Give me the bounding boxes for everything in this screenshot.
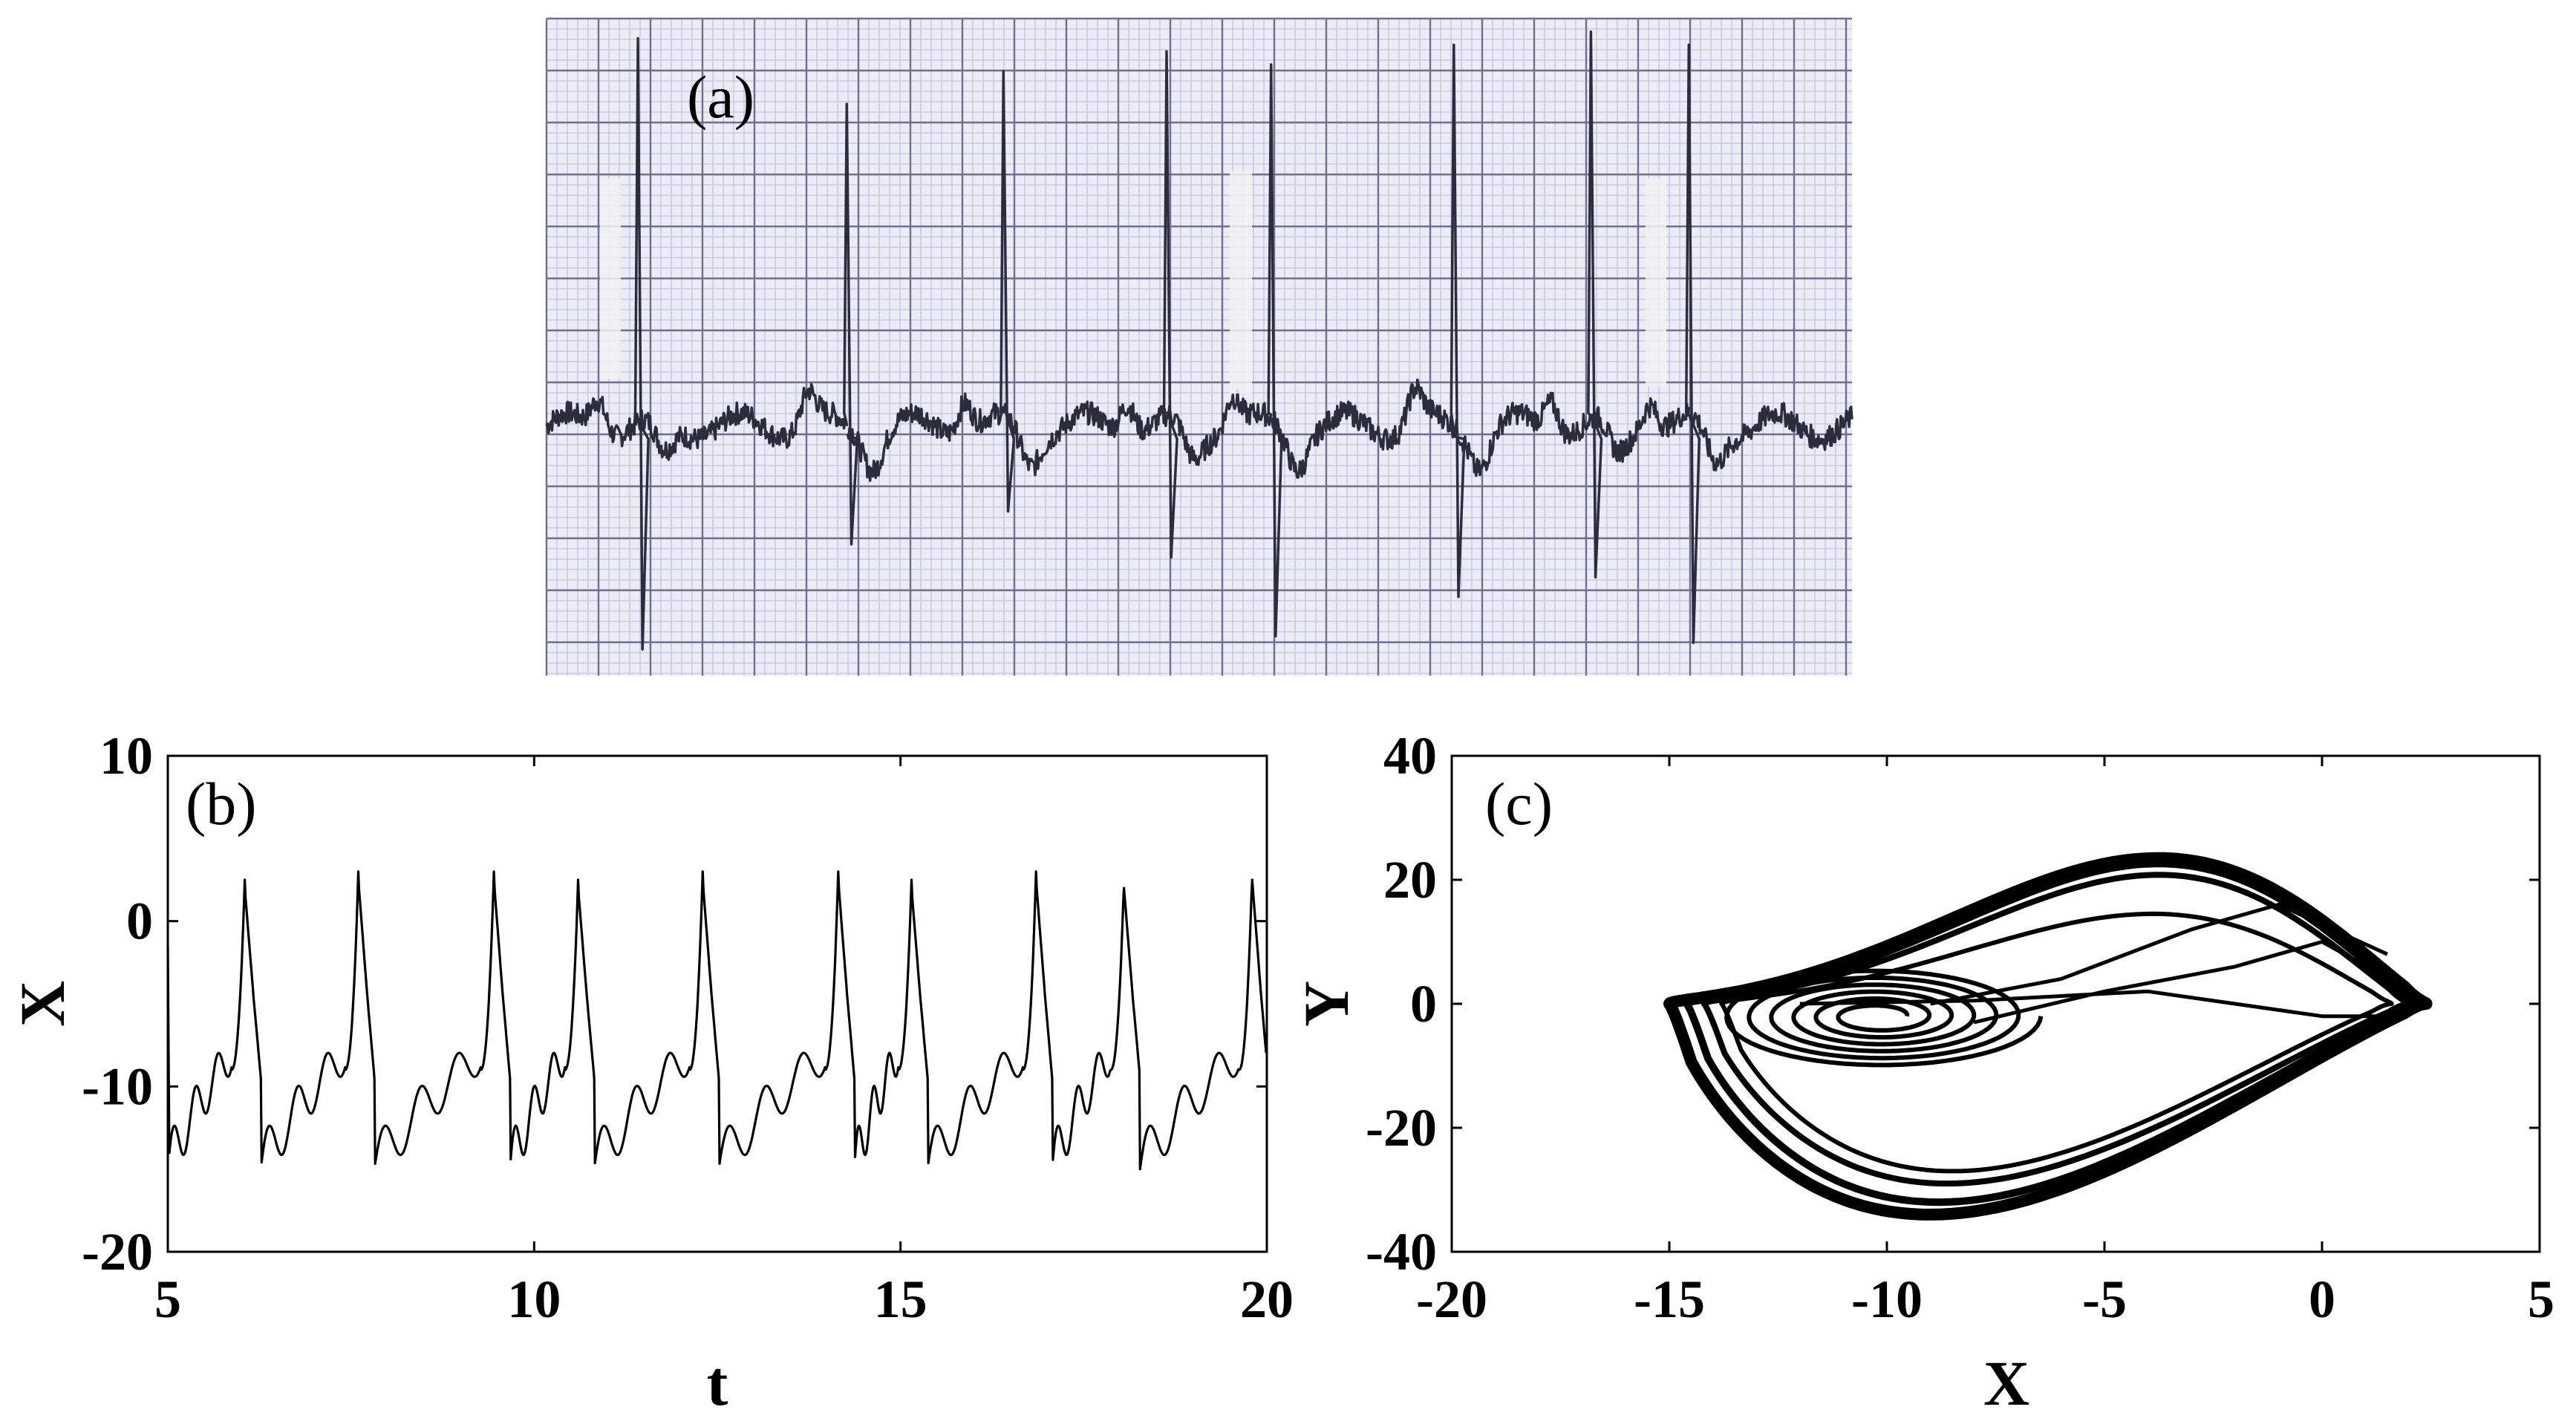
- ecg-paper-mark: [600, 178, 621, 379]
- attractor-strand: [1799, 989, 2392, 1019]
- panel-c-x-tick-label: 0: [2309, 1270, 2335, 1329]
- ecg-paper-marks: [600, 171, 1666, 394]
- panel-b-x-tick-label: 15: [874, 1270, 927, 1329]
- panel-b-time-series: 5 10 15 20 10 0 -10 -20 (b) t X: [7, 726, 1294, 1419]
- panel-c-x-axis-label: X: [1983, 1348, 2029, 1419]
- panel-c-label: (c): [1485, 770, 1553, 837]
- panel-c-x-tick-label: -10: [1851, 1270, 1923, 1329]
- attractor-loop: [1683, 860, 2422, 1206]
- panel-b-y-tick-label: -10: [82, 1057, 153, 1116]
- ecg-paper-mark: [1646, 178, 1666, 386]
- panel-b-axes-frame: [166, 754, 1268, 1253]
- panel-b-label: (b): [186, 770, 257, 837]
- ecg-trace: [545, 30, 1853, 651]
- panel-c-y-tick-label: 40: [1383, 726, 1437, 786]
- panel-b-y-tick-label: 10: [100, 726, 153, 786]
- panel-b-y-tick-label: 0: [126, 892, 153, 951]
- panel-b-y-tick-label: -20: [82, 1222, 153, 1281]
- attractor-loop: [1701, 872, 2413, 1187]
- panel-c-x-tick-label: -5: [2082, 1270, 2127, 1329]
- panel-b-x-axis-label: t: [707, 1348, 728, 1419]
- panel-c-x-tick-label: -15: [1634, 1270, 1705, 1329]
- attractor-strand: [1930, 902, 2388, 1006]
- panel-c-y-tick-label: -40: [1366, 1222, 1437, 1281]
- panel-c-x-tick-label: -20: [1416, 1270, 1487, 1329]
- ecg-paper: [547, 19, 1852, 676]
- panel-c-y-tick-label: 0: [1410, 974, 1437, 1033]
- attractor-trajectory: [1663, 852, 2433, 1221]
- panel-b-x-tick-label: 10: [507, 1270, 561, 1329]
- panel-b-ticks: 5 10 15 20 10 0 -10 -20: [82, 726, 1294, 1329]
- attractor-loop: [1719, 911, 2394, 1174]
- ecg-major-grid: [545, 17, 1852, 676]
- panel-c-y-axis-label: Y: [1291, 981, 1362, 1027]
- ecg-paper-mark: [1230, 171, 1252, 394]
- panel-c-x-tick-label: 5: [2528, 1270, 2554, 1329]
- panel-a-label: (a): [687, 63, 754, 131]
- attractor-strand: [1973, 940, 2401, 1025]
- panel-b-x-tick-label: 20: [1240, 1270, 1294, 1329]
- panel-b-x-tick-label: 5: [154, 1270, 181, 1329]
- attractor-loop: [1663, 852, 2433, 1221]
- attractor-inner-spiral: [1724, 968, 2044, 1068]
- panel-b-y-axis-label: X: [7, 981, 78, 1027]
- panel-a-ecg-strip: (a): [545, 17, 1853, 676]
- panel-c-y-tick-label: 20: [1383, 850, 1437, 910]
- series-x-of-t-line: [166, 870, 1268, 1171]
- panel-c-y-tick-label: -20: [1366, 1098, 1437, 1157]
- ecg-minor-grid: [547, 19, 1852, 676]
